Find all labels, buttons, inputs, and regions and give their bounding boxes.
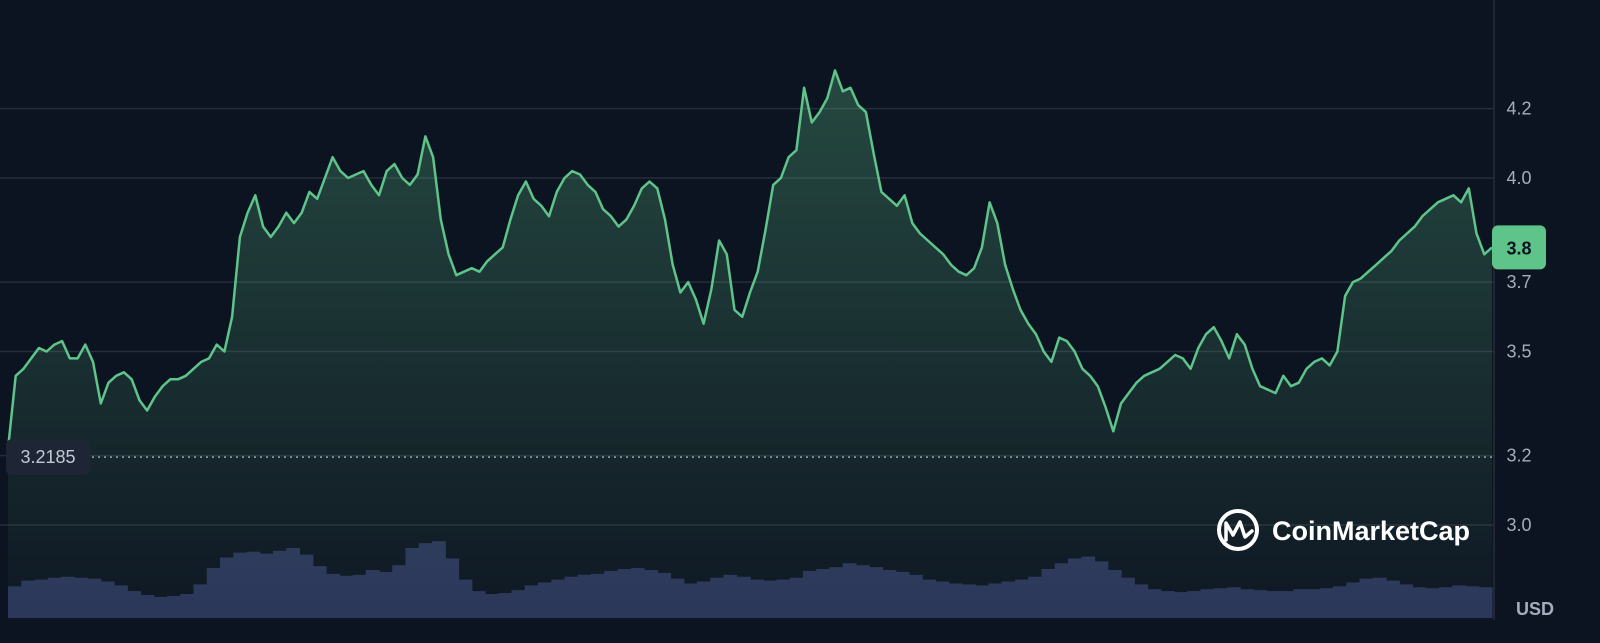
current-price-value: 3.8 (1506, 238, 1531, 258)
y-tick-label: 4.0 (1506, 168, 1531, 188)
y-tick-label: 3.2 (1506, 446, 1531, 466)
coinmarketcap-logo-icon (1217, 509, 1259, 551)
y-tick-label: 3.0 (1506, 515, 1531, 535)
y-tick-label: 3.5 (1506, 342, 1531, 362)
y-axis-ticks: 3.0 3.2 3.5 3.7 4.0 4.2 (1506, 99, 1531, 535)
price-line-layer[interactable] (6, 69, 1493, 449)
price-area (8, 70, 1492, 620)
watermark: CoinMarketCap (1217, 509, 1470, 551)
currency-label: USD (1516, 599, 1554, 619)
price-area-layer (8, 70, 1492, 620)
price-line (6, 69, 1493, 449)
open-price-label: 3.2185 (6, 439, 90, 476)
current-price-badge: 3.8 (1492, 225, 1546, 270)
y-tick-label: 4.2 (1506, 99, 1531, 119)
y-tick-label: 3.7 (1506, 272, 1531, 292)
open-price-value: 3.2185 (20, 447, 75, 467)
watermark-text: CoinMarketCap (1272, 516, 1470, 546)
